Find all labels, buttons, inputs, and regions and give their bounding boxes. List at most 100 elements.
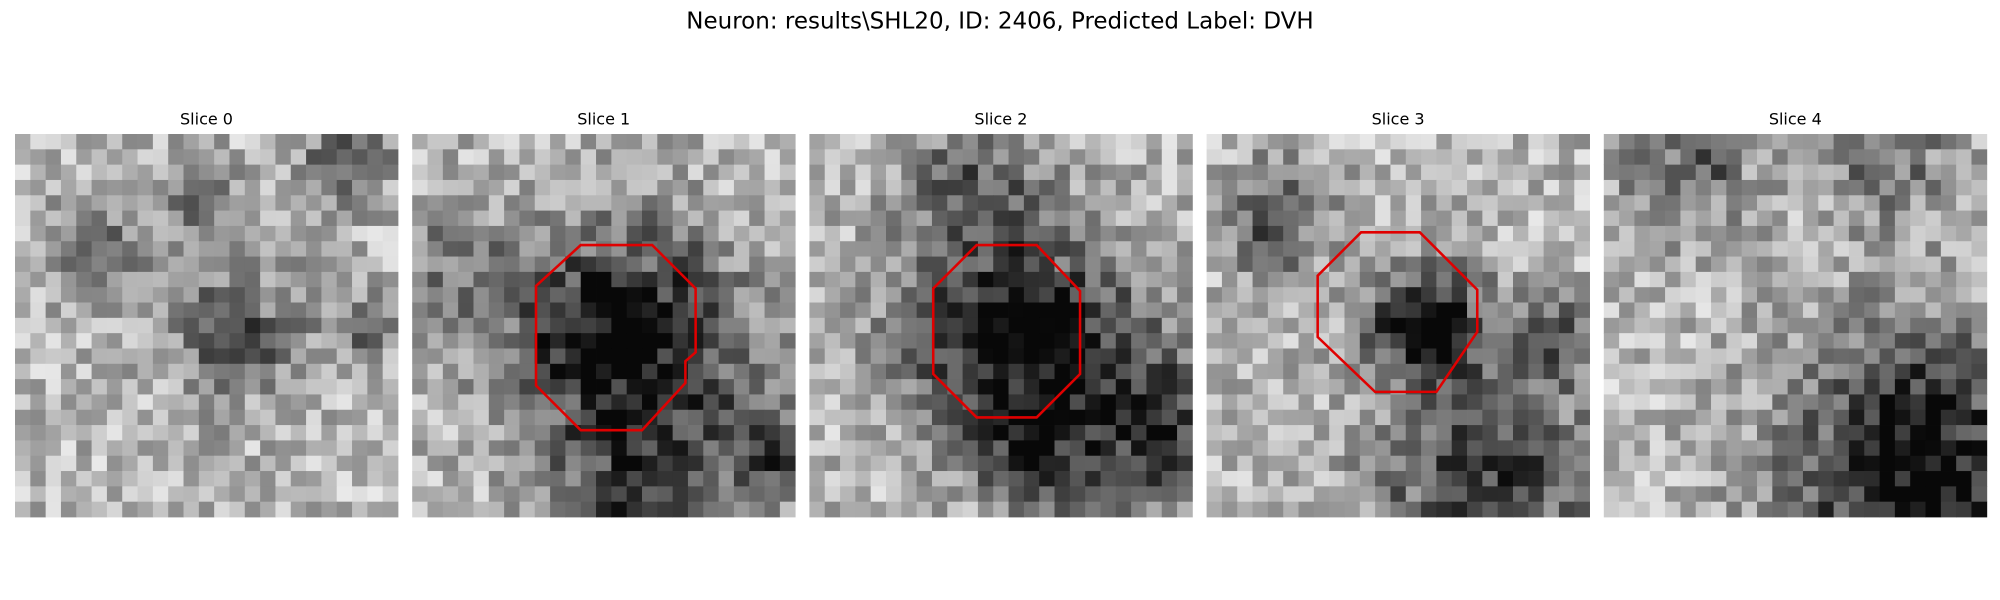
pixel	[1131, 409, 1147, 426]
pixel	[1574, 317, 1590, 334]
pixel	[458, 164, 474, 181]
pixel	[504, 149, 520, 166]
pixel	[580, 394, 597, 411]
pixel	[1558, 363, 1575, 380]
pixel	[1267, 164, 1284, 181]
pixel	[1069, 179, 1086, 196]
pixel	[1344, 348, 1361, 365]
pixel	[855, 455, 872, 472]
pixel	[1971, 501, 1988, 518]
pixel	[321, 134, 338, 150]
pixel	[1100, 149, 1117, 166]
pixel	[60, 149, 77, 166]
pixel	[1695, 149, 1712, 166]
pixel	[1603, 348, 1620, 365]
pixel	[703, 486, 719, 503]
pixel	[1634, 501, 1651, 518]
pixel	[1069, 195, 1086, 211]
pixel	[687, 149, 704, 166]
pixel	[1329, 425, 1345, 441]
pixel	[1956, 210, 1972, 227]
pixel	[1237, 379, 1253, 395]
pixel	[1237, 471, 1253, 487]
pixel	[718, 317, 735, 334]
pixel	[764, 256, 781, 273]
pixel	[1161, 471, 1178, 487]
pixel	[1528, 333, 1545, 349]
pixel	[550, 501, 566, 518]
pixel	[504, 302, 520, 319]
panel-title: Slice 2	[974, 110, 1027, 129]
pixel	[947, 256, 963, 273]
pixel	[993, 302, 1009, 319]
pixel	[947, 486, 963, 503]
pixel	[1558, 501, 1575, 518]
pixel	[352, 440, 368, 457]
pixel	[367, 394, 384, 411]
pixel	[473, 179, 490, 196]
pixel	[962, 425, 979, 441]
pixel	[1054, 287, 1071, 303]
pixel	[1634, 149, 1651, 166]
pixel	[1221, 455, 1238, 472]
pixel	[962, 256, 979, 273]
pixel	[352, 149, 368, 166]
pixel	[1574, 256, 1590, 273]
slice-image	[1206, 134, 1590, 518]
pixel	[183, 241, 200, 257]
pixel	[198, 425, 215, 441]
pixel	[1558, 317, 1575, 334]
pixel	[870, 179, 887, 196]
pixel	[657, 471, 674, 487]
pixel	[580, 302, 597, 319]
pixel	[916, 164, 933, 181]
pixel	[1940, 317, 1957, 334]
pixel	[122, 409, 138, 426]
pixel	[687, 348, 704, 365]
pixel	[1177, 394, 1193, 411]
pixel	[611, 486, 628, 503]
pixel	[1956, 501, 1972, 518]
pixel	[672, 501, 689, 518]
pixel	[1513, 486, 1529, 503]
pixel	[1680, 333, 1697, 349]
pixel	[106, 409, 123, 426]
slice-image	[15, 134, 399, 518]
pixel	[764, 134, 781, 150]
pixel	[611, 195, 628, 211]
pixel	[1787, 134, 1804, 150]
pixel	[1054, 256, 1071, 273]
pixel	[1008, 164, 1025, 181]
pixel	[45, 302, 62, 319]
pixel	[1177, 317, 1193, 334]
pixel	[1833, 225, 1850, 242]
pixel	[30, 302, 47, 319]
pixel	[1513, 363, 1529, 380]
pixel	[1603, 164, 1620, 181]
pixel	[519, 179, 536, 196]
pixel	[260, 425, 276, 441]
pixel	[1956, 394, 1972, 411]
pixel	[106, 348, 123, 365]
pixel	[1252, 379, 1269, 395]
pixel	[1772, 379, 1789, 395]
pixel	[1451, 225, 1468, 242]
pixel	[870, 348, 887, 365]
pixel	[60, 179, 77, 196]
pixel	[1329, 471, 1345, 487]
pixel	[855, 333, 872, 349]
pixel	[1910, 134, 1926, 150]
pixel	[1085, 486, 1101, 503]
pixel	[1221, 409, 1238, 426]
pixel	[718, 179, 735, 196]
pixel	[229, 179, 246, 196]
pixel	[672, 317, 689, 334]
pixel	[1283, 271, 1299, 288]
pixel	[504, 501, 520, 518]
pixel	[1482, 134, 1499, 150]
pixel	[1497, 348, 1514, 365]
pixel	[1726, 440, 1743, 457]
pixel	[1131, 149, 1147, 166]
pixel	[870, 210, 887, 227]
pixel	[1359, 256, 1376, 273]
